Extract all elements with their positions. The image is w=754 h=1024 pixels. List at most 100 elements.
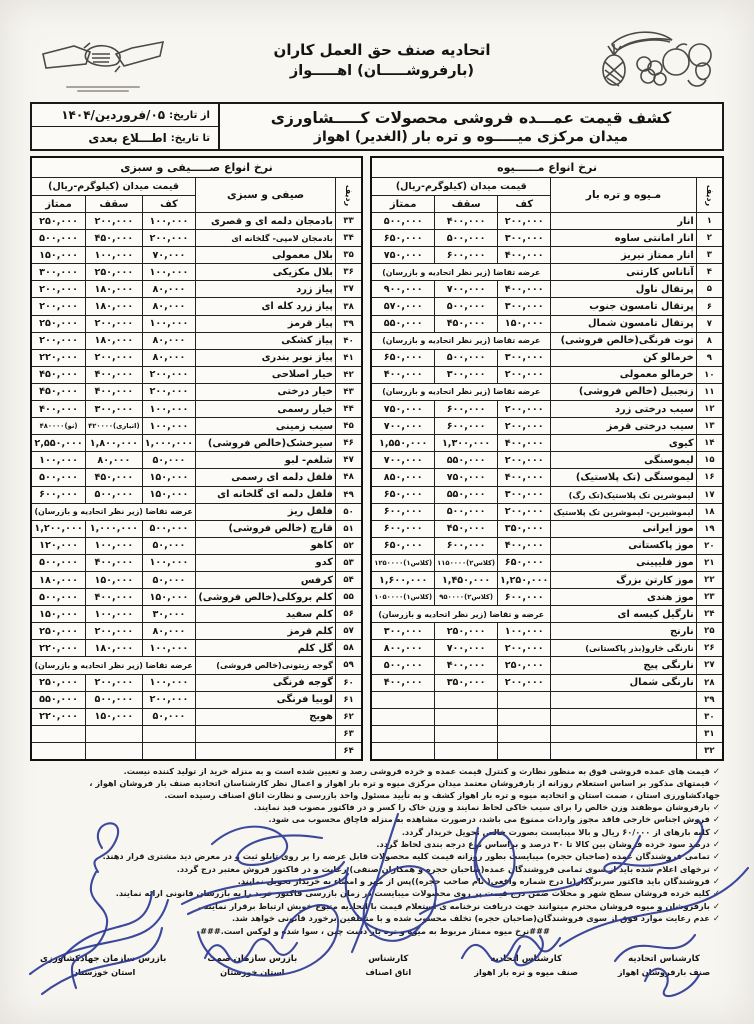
row-number-cell: ۲۱ bbox=[695, 553, 724, 572]
row-number-cell: ۳۹ bbox=[334, 314, 363, 333]
premium-price-cell bbox=[370, 724, 436, 743]
row-number-cell: ۱۰ bbox=[695, 365, 724, 384]
table-row: ۱۶ لیموسنگی (تک پلاستیک) ۴۰۰,۰۰۰ ۷۵۰,۰۰۰ ۸۵۰… bbox=[370, 468, 724, 487]
floor-price-cell: ۱۰۰,۰۰۰ bbox=[141, 673, 197, 692]
item-name-cell bbox=[550, 707, 697, 726]
date-box: از تاریخ: ۰۵/فروردین/۱۴۰۴ تا تاریخ: اطــ… bbox=[32, 104, 220, 149]
floor-price-cell bbox=[497, 690, 552, 709]
item-name-cell: گوجه زیتونی(خالص فروشی) bbox=[195, 656, 336, 675]
premium-price-cell: (نو)۴۸۰۰۰۰ bbox=[30, 417, 87, 436]
fruit-table-body: ۱ انار ۲۰۰,۰۰۰ ۴۰۰,۰۰۰ ۵۰۰,۰۰۰ ۲ انار امانتی س… bbox=[370, 211, 724, 761]
item-name-cell: پیاز زرد کله ای bbox=[195, 297, 336, 316]
ceiling-price-cell: ۴۵۰,۰۰۰ bbox=[85, 468, 143, 487]
premium-price-cell: ۱۰۰,۰۰۰ bbox=[30, 451, 87, 470]
premium-price-cell: ۱۸۰,۰۰۰ bbox=[30, 570, 87, 590]
table-row: ۴۸ فلفل دلمه ای رسمی ۱۵۰,۰۰۰ ۴۵۰,۰۰۰ ۵۰۰,۰۰۰ bbox=[30, 468, 363, 487]
ceiling-price-cell: ۴۰۰,۰۰۰ bbox=[434, 211, 499, 231]
floor-price-cell: ۲۰۰,۰۰۰ bbox=[497, 365, 552, 384]
check-mark-icon: ✓ bbox=[712, 827, 720, 838]
date-from-label: از تاریخ: bbox=[169, 109, 210, 121]
floor-price-cell: ۴۰۰,۰۰۰ bbox=[497, 246, 552, 265]
item-name-cell: لوبیا فرنگی bbox=[195, 690, 336, 709]
signature-row: کارشناس اتحادیه صنف بارفروشان اهواز کارش… bbox=[40, 954, 714, 977]
table-row: ۳۱ bbox=[370, 724, 724, 743]
ceiling-price-cell: ۵۰۰,۰۰۰ bbox=[434, 297, 499, 316]
ceiling-price-cell: ۲۵۰,۰۰۰ bbox=[85, 263, 143, 282]
item-name-cell: نارگیل کیسه ای bbox=[550, 605, 697, 624]
table-row: ۲۵ نارنج ۱۰۰,۰۰۰ ۲۵۰,۰۰۰ ۳۰۰,۰۰۰ bbox=[370, 622, 724, 641]
row-number-cell: ۵۶ bbox=[334, 605, 363, 624]
document-title: کشف قیمت عمـــده فروشی محصولات کـــــشاو… bbox=[220, 104, 722, 149]
floor-price-cell: ۱۰۰,۰۰۰ bbox=[141, 400, 197, 419]
ceiling-price-cell: ۱۸۰,۰۰۰ bbox=[85, 331, 143, 350]
table-row: ۴۴ خیار رسمی ۱۰۰,۰۰۰ ۳۰۰,۰۰۰ ۴۰۰,۰۰۰ bbox=[30, 400, 363, 419]
ceiling-price-cell: ۵۵۰,۰۰۰ bbox=[434, 451, 499, 470]
item-name-cell: موز ایرانی bbox=[550, 519, 697, 538]
ceiling-price-cell: ۳۵۰,۰۰۰ bbox=[434, 673, 499, 692]
ceiling-price-cell: ۵۰۰,۰۰۰ bbox=[434, 229, 499, 248]
premium-price-cell: ۶۵۰,۰۰۰ bbox=[370, 485, 436, 504]
premium-price-cell: ۲۵۰,۰۰۰ bbox=[30, 673, 87, 692]
supply-demand-cell: عرضه تقاضا (زیر نظر اتحادیه و بازرسان) bbox=[370, 263, 552, 282]
premium-price-cell: ۲۰۰,۰۰۰ bbox=[30, 297, 87, 316]
floor-price-cell: ۴۰۰,۰۰۰ bbox=[497, 434, 552, 453]
item-name-cell: کلم سفید bbox=[195, 605, 336, 624]
table-row: ۶۲ هویج ۵۰,۰۰۰ ۱۵۰,۰۰۰ ۲۲۰,۰۰۰ bbox=[30, 707, 363, 726]
premium-price-cell: ۱۵۰,۰۰۰ bbox=[30, 246, 87, 265]
item-name-cell: کدو bbox=[195, 553, 336, 572]
stamp-small-text bbox=[66, 86, 140, 92]
item-name-cell: قارچ (خالص فروشی) bbox=[195, 519, 336, 538]
row-number-cell: ۴۹ bbox=[334, 485, 363, 504]
row-number-cell: ۳۲ bbox=[695, 741, 724, 761]
floor-price-cell: ۶۵۰,۰۰۰ bbox=[497, 553, 552, 572]
row-number-cell: ۳۸ bbox=[334, 297, 363, 316]
footnote-text: عدم رعایت موارد فوق از سوی فروشندگان(صاح… bbox=[231, 912, 710, 923]
footnote-text: فروش اجناس خارجی فاقد مجوز واردات ممنوع … bbox=[268, 814, 710, 825]
premium-price-cell: ۲۲۰,۰۰۰ bbox=[30, 707, 87, 726]
supply-demand-cell: عرضه تقاضا (زیر نظر اتحادیه و بازرسان) bbox=[370, 331, 552, 350]
table-row: ۴۶ سیرخشک(خالص فروشی) ۱,۰۰۰,۰۰۰ ۱,۸۰۰,۰۰۰ ۲,… bbox=[30, 434, 363, 453]
row-number-cell: ۴۷ bbox=[334, 451, 363, 470]
floor-price-cell: ۴۰۰,۰۰۰ bbox=[497, 536, 552, 555]
floor-price-cell: ۲۰۰,۰۰۰ bbox=[497, 451, 552, 470]
floor-price-cell: ۷۰,۰۰۰ bbox=[141, 246, 197, 265]
ceiling-price-cell: ۶۰۰,۰۰۰ bbox=[434, 536, 499, 555]
row-number-cell: ۳۰ bbox=[695, 707, 724, 726]
ceiling-price-cell bbox=[434, 741, 499, 761]
premium-price-cell: ۴۵۰,۰۰۰ bbox=[30, 382, 87, 402]
ceiling-price-cell bbox=[85, 741, 143, 761]
signature-title: کارشناس اتحادیه bbox=[490, 954, 562, 965]
item-name-cell: کرفس bbox=[195, 570, 336, 590]
table-row: ۴۱ پیاز نوبر بندری ۸۰,۰۰۰ ۲۰۰,۰۰۰ ۲۲۰,۰۰۰ bbox=[30, 348, 363, 367]
signature-subtitle: اتاق اصناف bbox=[365, 967, 412, 978]
premium-price-cell: ۱,۶۰۰,۰۰۰ bbox=[370, 570, 436, 590]
floor-price-cell: ۵۰۰,۰۰۰ bbox=[141, 519, 197, 538]
floor-price-cell: ۳۰۰,۰۰۰ bbox=[497, 297, 552, 316]
floor-price-cell: ۸۰,۰۰۰ bbox=[141, 622, 197, 641]
row-number-cell: ۲۳ bbox=[695, 588, 724, 607]
fruit-col-row-header: ردیف bbox=[695, 177, 724, 213]
item-name-cell: انار bbox=[550, 211, 697, 231]
table-row: ۵۱ قارچ (خالص فروشی) ۵۰۰,۰۰۰ ۱,۰۰۰,۰۰۰ ۱,۲۰۰… bbox=[30, 519, 363, 538]
table-row: ۲۰ موز پاکستانی ۴۰۰,۰۰۰ ۶۰۰,۰۰۰ ۶۵۰,۰۰۰ bbox=[370, 536, 724, 555]
item-name-cell: موز پاکستانی bbox=[550, 536, 697, 555]
footnote-line: ✓فروشندگان باید فاکتور سربرگدار(با درج ش… bbox=[30, 876, 720, 888]
item-name-cell: کیوی bbox=[550, 434, 697, 453]
item-name-cell: خرمالو معمولی bbox=[550, 365, 697, 384]
item-name-cell: پرتقال تامسون شمال bbox=[550, 314, 697, 333]
premium-price-cell: ۲۲۰,۰۰۰ bbox=[30, 348, 87, 367]
fruit-col-name-header: مـیوه و تره بار bbox=[550, 177, 697, 213]
floor-price-cell: ۲۰۰,۰۰۰ bbox=[141, 365, 197, 384]
ceiling-price-cell: ۷۰۰,۰۰۰ bbox=[434, 639, 499, 658]
row-number-cell: ۸ bbox=[695, 331, 724, 350]
floor-price-cell: ۱۰۰,۰۰۰ bbox=[497, 622, 552, 641]
row-number-cell: ۱۵ bbox=[695, 451, 724, 470]
row-number-cell: ۳۵ bbox=[334, 246, 363, 265]
title-block: کشف قیمت عمـــده فروشی محصولات کـــــشاو… bbox=[30, 102, 724, 151]
ceiling-price-cell: ۴۰۰,۰۰۰ bbox=[434, 656, 499, 675]
handshake-stamp bbox=[28, 26, 178, 94]
item-name-cell: موز کارتن بزرگ bbox=[550, 570, 697, 590]
floor-price-cell: ۲۰۰,۰۰۰ bbox=[141, 382, 197, 402]
veg-col-ceiling-header: سقف bbox=[85, 195, 143, 213]
table-row: ۵۴ کرفس ۵۰,۰۰۰ ۱۵۰,۰۰۰ ۱۸۰,۰۰۰ bbox=[30, 570, 363, 590]
